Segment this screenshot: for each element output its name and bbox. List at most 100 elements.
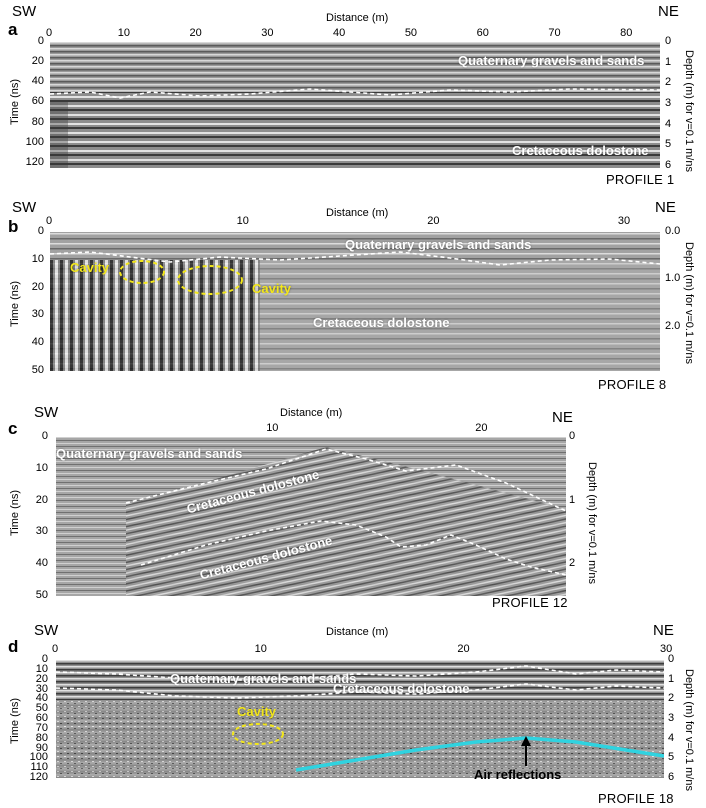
time-tick-label: 100 (25, 135, 44, 148)
x-tick-label: 10 (266, 422, 279, 434)
layer-label-cretaceous: Cretaceous dolostone (512, 143, 649, 158)
time-tick-label: 90 (35, 741, 48, 754)
distance-axis-title: Distance (m) (326, 12, 389, 24)
air-reflection-curve (295, 736, 664, 772)
time-tick-label: 80 (31, 115, 44, 128)
time-tick-label: 50 (35, 702, 48, 715)
interface-line (56, 683, 664, 699)
x-tick-label: 80 (620, 27, 633, 39)
layer-label-cretaceous: Cretaceous dolostone (313, 315, 450, 330)
time-tick-label: 20 (31, 55, 44, 68)
x-tick-label: 60 (476, 27, 489, 39)
time-tick-label: 20 (35, 672, 48, 685)
layer-label-quaternary: Quaternary gravels and sands (345, 237, 532, 252)
time-axis-title: Time (ns) (9, 280, 21, 327)
radargram (56, 660, 664, 778)
panel-letter: b (8, 217, 19, 236)
panel-b: b SW NE Distance (m) Time (ns) Depth (m)… (0, 197, 706, 397)
time-tick-label: 80 (35, 731, 48, 744)
depth-tick-label: 1 (668, 672, 675, 685)
depth-tick-label: 0 (569, 430, 576, 442)
ne-label: NE (653, 622, 674, 639)
depth-tick-label: 5 (668, 751, 675, 764)
time-tick-label: 0 (37, 225, 44, 237)
depth-axis-title: Depth (m) for v=0.1 m/ns (683, 242, 695, 364)
sw-label: SW (34, 622, 59, 639)
time-axis-title: Time (ns) (9, 697, 21, 744)
time-tick-label: 70 (35, 721, 48, 734)
cavity-label: Cavity (237, 704, 277, 719)
radar-image (50, 232, 660, 371)
depth-tick-label: 4 (665, 117, 672, 130)
radar-image (56, 660, 664, 778)
depth-tick-label: 2 (569, 557, 576, 570)
sw-label: SW (12, 3, 37, 20)
sw-label: SW (12, 199, 37, 216)
depth-axis-title: Depth (m) for v=0.1 m/ns (586, 462, 598, 584)
profile-label: PROFILE 8 (598, 377, 667, 392)
interface-line (56, 665, 664, 681)
time-tick-label: 30 (35, 525, 48, 538)
ne-label: NE (655, 199, 676, 216)
time-tick-label: 0 (41, 430, 48, 442)
panel-d: d SW NE Distance (m) Time (ns) Depth (m)… (0, 619, 706, 808)
time-axis-title: Time (ns) (9, 489, 21, 536)
profile-label: PROFILE 12 (492, 595, 568, 610)
time-tick-label: 40 (31, 336, 44, 349)
time-tick-label: 10 (35, 461, 48, 474)
x-tick-label: 10 (236, 215, 249, 227)
x-tick-label: 20 (427, 215, 440, 227)
sw-label: SW (34, 404, 59, 421)
x-tick-label: 0 (46, 27, 53, 39)
interface-line (140, 520, 566, 576)
x-tick-label: 20 (189, 27, 202, 39)
depth-tick-label: 1 (569, 493, 576, 506)
x-tick-label: 40 (333, 27, 346, 39)
air-reflections-label: Air reflections (474, 767, 562, 782)
time-tick-label: 100 (29, 751, 48, 764)
time-tick-label: 60 (31, 95, 44, 108)
distance-axis-title: Distance (m) (326, 626, 389, 638)
time-tick-label: 110 (30, 761, 48, 774)
depth-tick-label: 6 (665, 159, 672, 171)
panel-letter: c (8, 419, 18, 438)
time-tick-label: 50 (31, 364, 44, 376)
x-tick-label: 30 (660, 643, 673, 655)
depth-tick-label: 2 (665, 76, 672, 89)
depth-tick-label: 4 (668, 731, 675, 744)
x-tick-label: 30 (261, 27, 274, 39)
depth-tick-label: 0 (668, 653, 675, 665)
cavity-label: Cavity (70, 260, 110, 275)
time-tick-label: 40 (35, 557, 48, 570)
x-tick-label: 20 (457, 643, 470, 655)
layer-label-cretaceous: Cretaceous dolostone (333, 681, 470, 696)
time-tick-label: 20 (35, 493, 48, 506)
time-tick-label: 30 (35, 682, 48, 695)
arrow-head (521, 736, 531, 746)
x-tick-label: 20 (475, 422, 488, 434)
time-tick-label: 40 (35, 692, 48, 705)
depth-tick-label: 1 (665, 55, 672, 68)
x-tick-label: 0 (52, 643, 59, 655)
x-tick-label: 50 (404, 27, 418, 39)
time-tick-label: 0 (37, 35, 44, 47)
time-tick-label: 20 (31, 280, 44, 293)
time-axis-title: Time (ns) (9, 78, 21, 125)
layer-label-quaternary: Quaternary gravels and sands (56, 446, 243, 461)
depth-tick-label: 3 (668, 712, 675, 724)
cavity-ellipse (177, 265, 243, 295)
time-tick-label: 30 (31, 308, 44, 321)
radargram (50, 42, 660, 168)
x-tick-label: 10 (117, 27, 130, 39)
panel-letter: d (8, 637, 19, 656)
x-tick-label: 10 (254, 643, 267, 655)
distance-axis-title: Distance (m) (326, 207, 389, 219)
x-tick-label: 30 (617, 215, 631, 227)
depth-tick-label: 5 (665, 138, 672, 151)
distance-axis-title: Distance (m) (280, 407, 343, 419)
depth-tick-label: 2.0 (665, 319, 681, 332)
x-tick-label: 0 (46, 215, 53, 227)
depth-tick-label: 2 (668, 692, 675, 705)
radar-image (56, 437, 566, 596)
depth-tick-label: 1.0 (665, 272, 681, 285)
